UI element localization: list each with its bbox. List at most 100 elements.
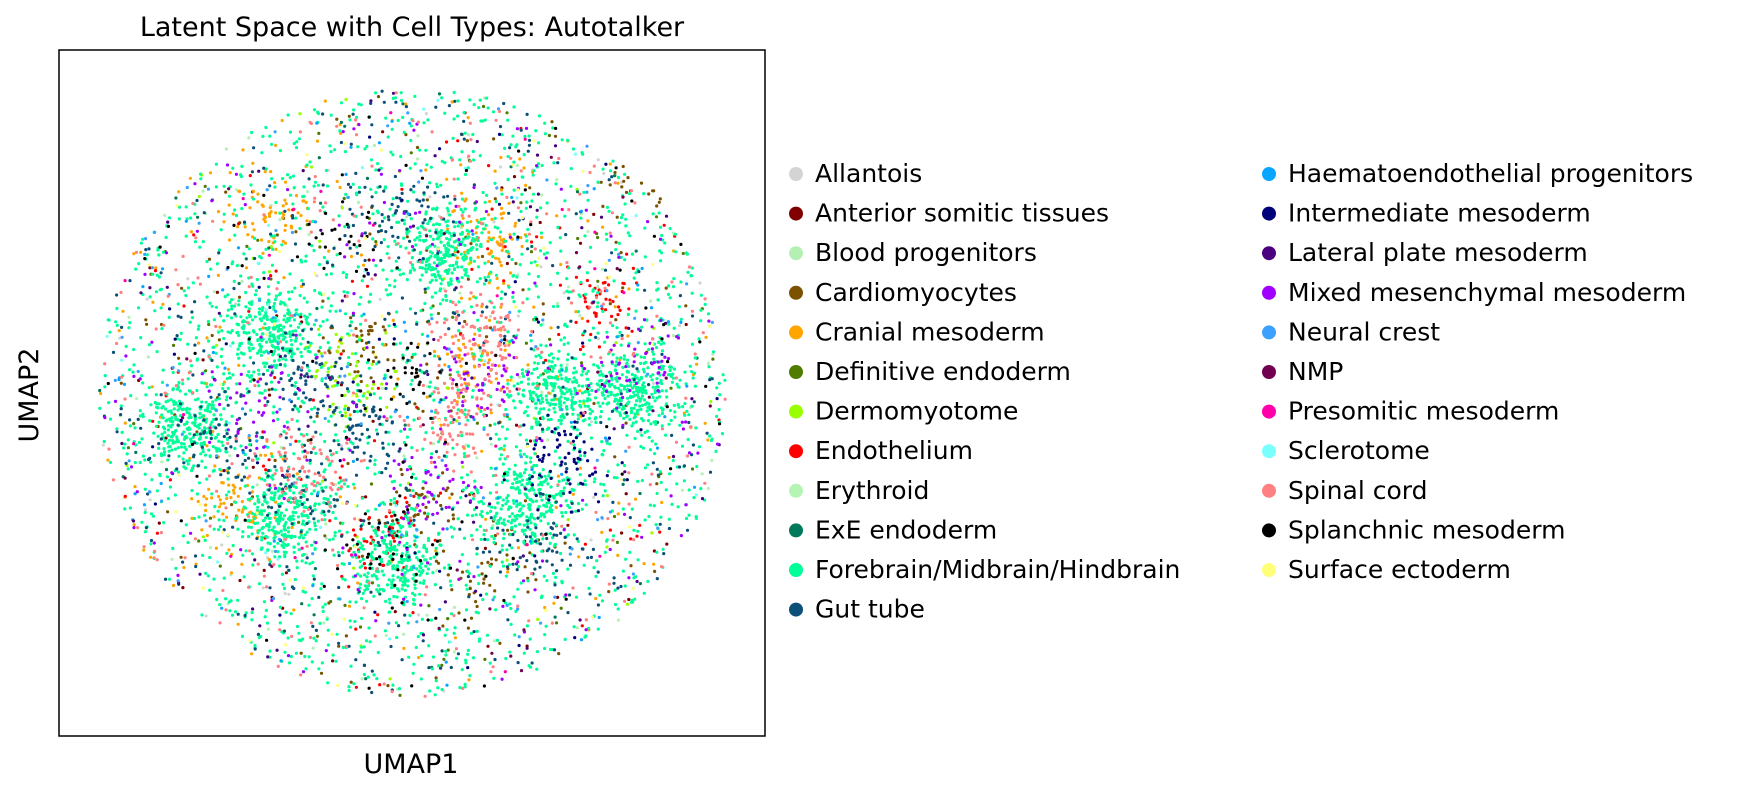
scatter-point bbox=[299, 405, 303, 409]
scatter-point bbox=[468, 586, 472, 591]
scatter-point bbox=[517, 375, 522, 379]
scatter-point bbox=[482, 581, 486, 585]
scatter-point bbox=[295, 499, 299, 503]
scatter-point bbox=[542, 312, 546, 316]
scatter-point bbox=[194, 336, 198, 340]
scatter-point bbox=[635, 288, 640, 292]
scatter-point bbox=[664, 433, 668, 437]
scatter-point bbox=[272, 338, 276, 342]
scatter-point bbox=[383, 186, 387, 190]
scatter-point bbox=[264, 247, 268, 251]
scatter-point bbox=[668, 368, 672, 373]
scatter-point bbox=[553, 449, 558, 453]
scatter-point bbox=[360, 677, 364, 681]
scatter-point bbox=[289, 224, 293, 228]
scatter-point bbox=[449, 525, 453, 529]
scatter-point bbox=[421, 409, 425, 413]
scatter-point bbox=[349, 254, 354, 259]
scatter-point bbox=[482, 533, 486, 537]
scatter-point bbox=[711, 350, 716, 354]
scatter-point bbox=[143, 487, 147, 491]
scatter-point bbox=[617, 501, 621, 505]
scatter-point bbox=[542, 503, 546, 507]
scatter-point bbox=[371, 345, 375, 350]
scatter-point bbox=[277, 358, 281, 362]
scatter-point bbox=[615, 215, 619, 219]
scatter-point bbox=[426, 567, 430, 571]
scatter-point bbox=[186, 377, 190, 381]
scatter-point bbox=[503, 146, 507, 150]
scatter-point bbox=[497, 437, 501, 441]
scatter-point bbox=[521, 504, 526, 508]
scatter-point bbox=[502, 518, 506, 522]
scatter-point bbox=[273, 316, 277, 320]
scatter-point bbox=[122, 446, 126, 450]
scatter-point bbox=[318, 621, 322, 626]
scatter-point bbox=[437, 222, 441, 227]
scatter-point bbox=[625, 252, 629, 256]
scatter-point bbox=[294, 510, 298, 515]
scatter-point bbox=[486, 260, 490, 264]
scatter-point bbox=[154, 424, 158, 428]
scatter-point bbox=[458, 158, 462, 162]
scatter-point bbox=[476, 238, 480, 243]
scatter-point bbox=[587, 423, 591, 427]
scatter-point bbox=[500, 216, 504, 220]
scatter-point bbox=[632, 528, 636, 532]
scatter-point bbox=[502, 448, 506, 452]
scatter-point bbox=[190, 516, 194, 521]
scatter-point bbox=[288, 488, 292, 493]
scatter-point bbox=[317, 667, 321, 671]
scatter-point bbox=[103, 385, 107, 389]
scatter-point bbox=[467, 678, 471, 682]
scatter-point bbox=[210, 333, 214, 338]
scatter-point bbox=[522, 651, 526, 655]
scatter-point bbox=[563, 199, 567, 203]
scatter-point bbox=[174, 429, 178, 433]
scatter-point bbox=[414, 645, 418, 650]
scatter-point bbox=[215, 343, 219, 347]
scatter-point bbox=[481, 104, 486, 109]
scatter-point bbox=[598, 404, 602, 408]
scatter-point bbox=[572, 366, 577, 370]
scatter-point bbox=[247, 331, 251, 335]
scatter-point bbox=[249, 183, 253, 187]
scatter-point bbox=[195, 430, 199, 434]
scatter-point bbox=[322, 621, 326, 625]
scatter-point bbox=[492, 537, 496, 541]
scatter-point bbox=[494, 200, 498, 204]
scatter-point bbox=[556, 595, 560, 600]
scatter-point bbox=[439, 282, 443, 286]
scatter-point bbox=[650, 531, 654, 535]
scatter-point bbox=[540, 498, 544, 502]
scatter-point bbox=[303, 314, 307, 318]
scatter-point bbox=[420, 266, 425, 270]
scatter-point bbox=[106, 318, 110, 322]
scatter-point bbox=[409, 138, 413, 143]
scatter-point bbox=[375, 209, 380, 213]
scatter-point bbox=[265, 315, 269, 319]
scatter-point bbox=[656, 298, 660, 302]
scatter-point bbox=[673, 415, 677, 419]
scatter-point bbox=[590, 420, 594, 424]
scatter-point bbox=[326, 296, 330, 300]
scatter-point bbox=[247, 370, 251, 374]
scatter-point bbox=[463, 131, 467, 135]
scatter-point bbox=[468, 674, 472, 678]
scatter-point bbox=[169, 398, 173, 402]
scatter-point bbox=[670, 502, 674, 506]
scatter-point bbox=[515, 517, 519, 521]
scatter-point bbox=[300, 354, 304, 358]
scatter-point bbox=[374, 190, 378, 195]
scatter-point bbox=[472, 103, 476, 107]
scatter-point bbox=[366, 329, 371, 333]
scatter-point bbox=[659, 406, 663, 410]
scatter-point bbox=[313, 406, 317, 410]
scatter-point bbox=[529, 521, 533, 525]
scatter-point bbox=[454, 220, 458, 225]
scatter-point bbox=[549, 503, 554, 508]
scatter-point bbox=[658, 470, 662, 474]
scatter-point bbox=[466, 648, 470, 653]
scatter-point bbox=[482, 282, 486, 286]
scatter-point bbox=[509, 271, 513, 275]
